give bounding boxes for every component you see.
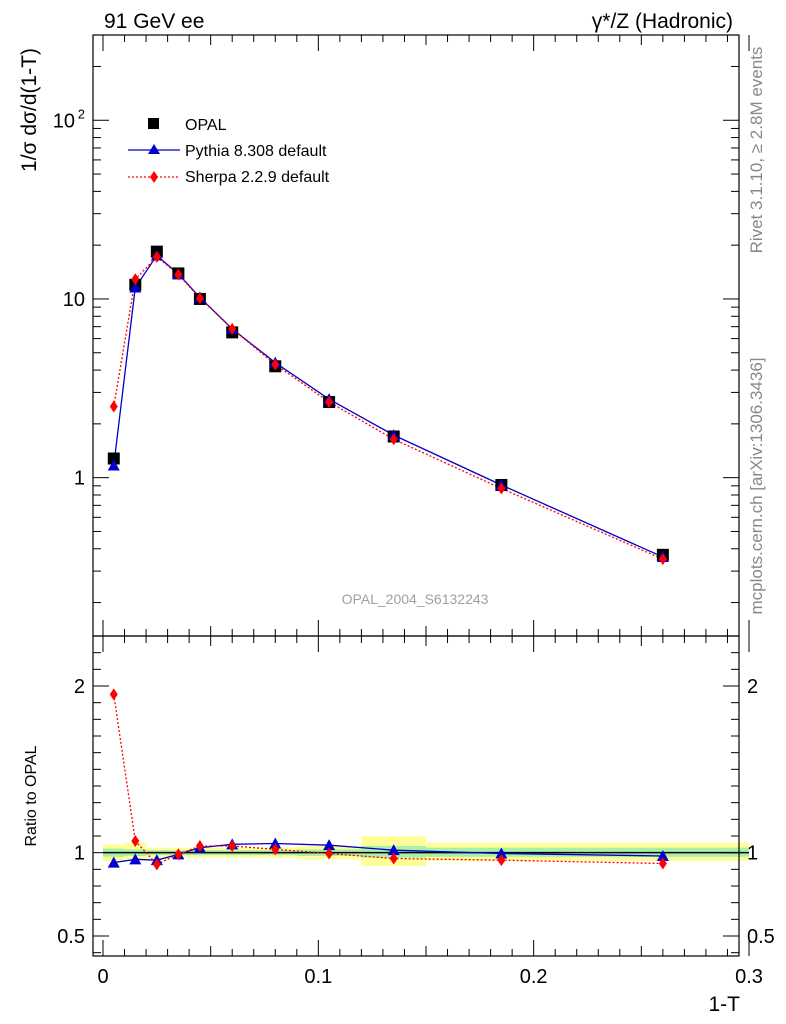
ratio-x-ticks: 0 0.1 0.2 0.3	[97, 636, 763, 988]
ratio-ylabel: Ratio to OPAL	[23, 745, 40, 846]
legend-opal-label: OPAL	[185, 117, 227, 134]
header-left: 91 GeV ee	[104, 10, 204, 33]
sherpa-ratio-point	[228, 840, 237, 852]
header-right: γ*/Z (Hadronic)	[592, 10, 733, 33]
sherpa-ratio-point	[109, 688, 118, 701]
pythia-ratio-point	[129, 853, 142, 865]
pythia-point	[129, 281, 142, 293]
main-series	[107, 245, 669, 566]
sherpa-point	[195, 292, 204, 305]
main-x-ticks	[102, 35, 750, 636]
sherpa-point	[389, 433, 398, 446]
sherpa-point	[131, 273, 140, 286]
sherpa-ratio-point	[658, 857, 667, 870]
y-tick-label: 10	[63, 289, 85, 311]
pythia-ratio-point	[656, 850, 669, 861]
ratio-frame	[92, 635, 740, 957]
legend-opal-marker	[148, 118, 159, 129]
sherpa-point	[658, 553, 667, 566]
sherpa-ratio-line	[113, 694, 663, 866]
sherpa-point	[174, 268, 183, 281]
ratio-y-tick-label-right: 2	[747, 676, 758, 698]
legend-sherpa-marker	[150, 171, 158, 183]
sherpa-ratio-point	[195, 840, 204, 852]
legend-pythia-label: Pythia 8.308 default	[185, 143, 327, 160]
sherpa-ratio-point	[271, 843, 280, 856]
sherpa-point	[325, 396, 334, 409]
sherpa-ratio-point	[325, 847, 334, 860]
y-tick-label: 10	[53, 110, 75, 132]
ratio-series	[107, 688, 669, 871]
sherpa-point	[497, 482, 506, 495]
ratio-y-tick-label: 1	[74, 843, 85, 865]
ratio-y-ticks: 0.5 0.5 1 1 2 2	[57, 652, 775, 954]
pythia-ratio-point	[387, 844, 400, 856]
ratio-y-tick-label: 2	[74, 676, 85, 698]
watermark: OPAL_2004_S6132243	[342, 591, 489, 607]
x-tick-label: 0.2	[520, 966, 548, 988]
sherpa-ratio-point	[389, 852, 398, 865]
x-tick-label: 0	[97, 966, 108, 988]
y-tick-label: 1	[74, 468, 85, 490]
ratio-panel: 0.5 0.5 1 1 2 2 0 0.1 0.2 0.3 Ratio to OPAL 1-T	[23, 635, 775, 1016]
x-tick-label: 0.1	[304, 966, 332, 988]
rivet-label: Rivet 3.1.10, ≥ 2.8M events	[747, 47, 766, 254]
sherpa-ratio-point	[131, 835, 140, 847]
mcplots-label: mcplots.cern.ch [arXiv:1306.3436]	[747, 357, 766, 614]
pythia-point	[107, 459, 120, 471]
main-ylabel: 1/σ dσ/d(1-T)	[18, 48, 41, 172]
sherpa-point	[152, 250, 161, 263]
sherpa-point	[109, 400, 118, 413]
sherpa-ratio-point	[152, 858, 161, 871]
legend-pythia-marker	[148, 144, 160, 154]
legend-sherpa-label: Sherpa 2.2.9 default	[185, 169, 330, 186]
pythia-ratio-point	[107, 856, 120, 868]
sherpa-ratio-point	[497, 854, 506, 867]
sherpa-point	[228, 322, 237, 335]
ratio-y-tick-label: 0.5	[57, 926, 85, 948]
y-tick-label-exponent: 2	[78, 106, 85, 121]
sherpa-ratio-point	[174, 848, 183, 861]
ratio-y-tick-label-right: 1	[747, 843, 758, 865]
legend: OPAL Pythia 8.308 default Sherpa 2.2.9 d…	[128, 117, 330, 186]
x-axis-label: 1-T	[709, 993, 741, 1016]
opal-point	[107, 452, 120, 465]
pythia-ratio-point	[323, 839, 336, 851]
sherpa-point	[271, 358, 280, 371]
ratio-y-tick-label-right: 0.5	[747, 926, 775, 948]
pythia-ratio-point	[269, 837, 282, 849]
pythia-ratio-point	[495, 847, 508, 859]
x-tick-label: 0.3	[735, 966, 763, 988]
